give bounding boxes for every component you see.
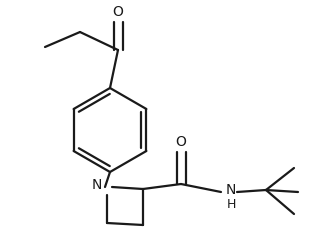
Text: O: O — [176, 135, 187, 149]
Text: N: N — [226, 183, 236, 197]
Text: N: N — [92, 178, 102, 192]
Text: H: H — [226, 198, 236, 211]
Text: O: O — [112, 5, 124, 19]
